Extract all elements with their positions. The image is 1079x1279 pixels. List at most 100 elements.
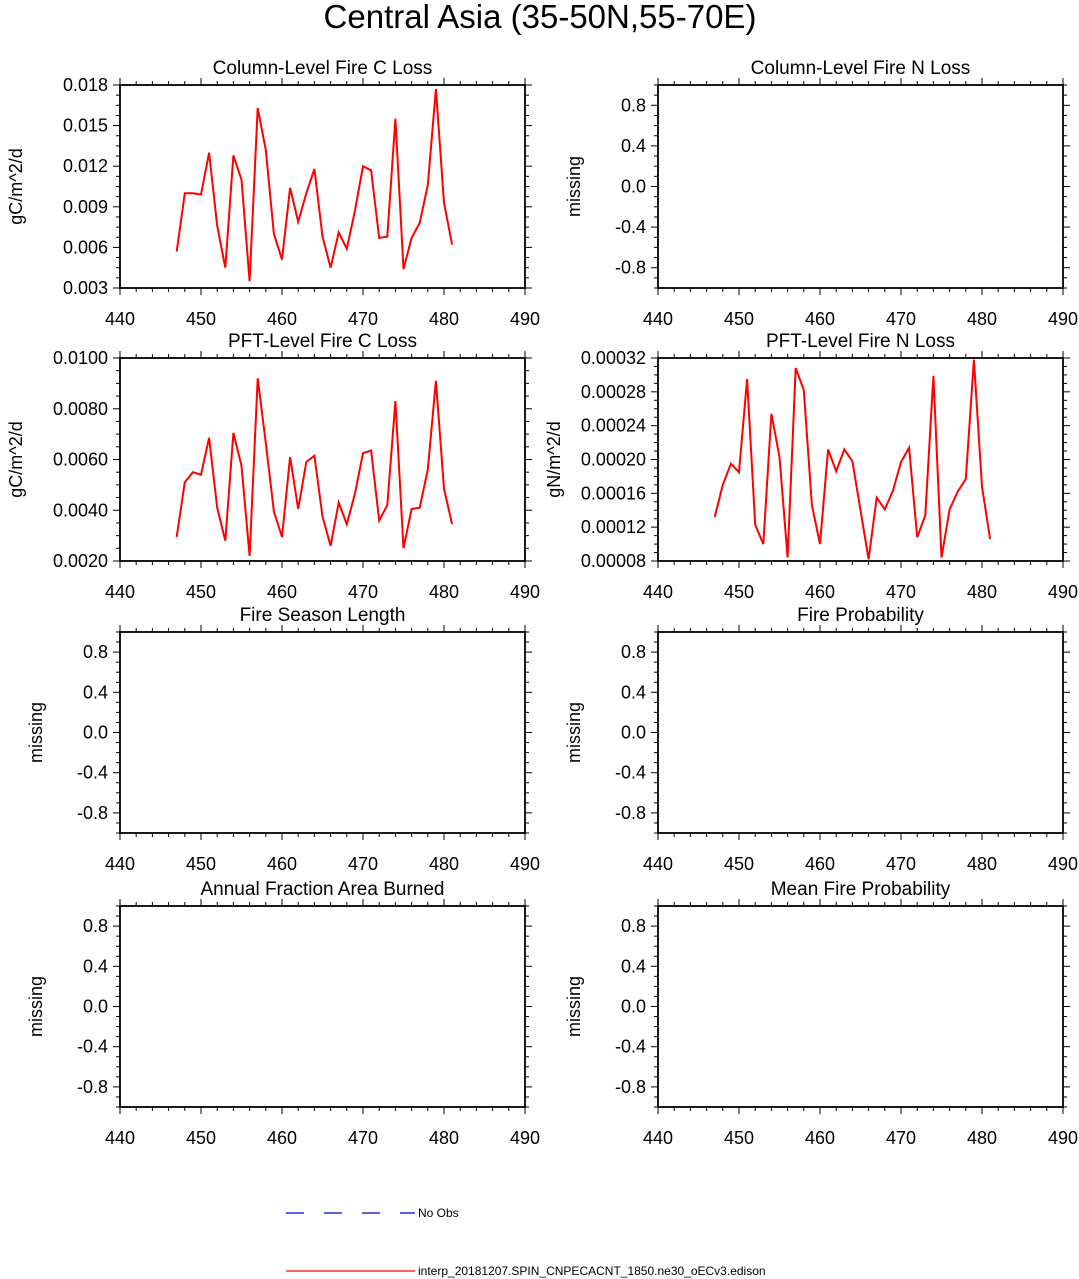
y-tick-label: 0.003 [63,278,108,298]
y-axis-label: gC/m^2/d [6,148,26,224]
y-tick-label: -0.8 [77,803,108,823]
x-tick-label: 470 [886,1128,916,1148]
panel-fire-season-length: 440 450 460 470 480 490 -0.8 -0.4 0.0 0.4 0.8 Fire … [26,605,540,874]
y-tick-label: 0.8 [621,916,646,936]
x-tick-label: 450 [186,1128,216,1148]
y-tick-label: -0.4 [615,217,646,237]
y-tick-label: 0.8 [83,642,108,662]
y-tick-label: 0.015 [63,116,108,136]
x-tick-label: 460 [805,854,835,874]
x-tick-label: 490 [510,582,540,602]
x-tick-label: 490 [510,1128,540,1148]
legend: No Obs interp_20181207.SPIN_CNPECACNT_18… [286,1206,766,1278]
y-tick-label: 0.00012 [581,517,646,537]
y-tick-label: 0.00032 [581,348,646,368]
panel-pft-level-fire-c-loss: 440 450 460 470 480 490 0.0020 0.0040 0.0060 0.00… [6,331,540,602]
y-tick-label: 0.00020 [581,450,646,470]
y-axis-label: missing [564,976,584,1037]
x-tick-label: 450 [724,1128,754,1148]
x-tick-label: 460 [267,854,297,874]
x-tick-label: 440 [643,1128,673,1148]
legend-label-model: interp_20181207.SPIN_CNPECACNT_1850.ne30… [418,1264,766,1278]
x-tick-label: 460 [805,309,835,329]
series-line [175,89,454,282]
panel-annual-fraction-area-burned: 440 450 460 470 480 490 -0.8 -0.4 0.0 0.4 0.8 Annua… [26,879,540,1148]
x-tick-label: 470 [348,582,378,602]
plot-frame [119,84,526,289]
x-tick-label: 440 [643,854,673,874]
x-tick-label: 440 [105,1128,135,1148]
y-tick-label: 0.009 [63,197,108,217]
x-tick-label: 480 [967,1128,997,1148]
y-tick-label: 0.0 [621,997,646,1017]
x-tick-label: 450 [724,854,754,874]
x-tick-label: 450 [186,582,216,602]
x-tick-label: 460 [267,309,297,329]
y-axis-label: missing [564,156,584,217]
x-tick-label: 470 [886,582,916,602]
chart-panels: 440 450 460 470 480 490 0.003 0.006 0.009 0.012 0.… [6,58,1078,1148]
x-tick-label: 480 [967,854,997,874]
y-axis-label: missing [564,702,584,763]
y-tick-label: 0.0 [621,723,646,743]
y-tick-label: -0.8 [77,1077,108,1097]
x-tick-label: 480 [429,582,459,602]
panel-title: Fire Season Length [240,605,406,626]
y-tick-label: 0.0040 [53,500,108,520]
x-tick-label: 490 [510,854,540,874]
x-tick-label: 480 [429,854,459,874]
y-tick-label: 0.4 [621,136,646,156]
x-tick-label: 440 [643,582,673,602]
x-tick-label: 490 [1048,854,1078,874]
y-tick-label: -0.4 [77,1037,108,1057]
y-tick-label: 0.0060 [53,450,108,470]
y-tick-label: -0.4 [615,763,646,783]
x-tick-label: 470 [886,309,916,329]
y-tick-label: 0.018 [63,75,108,95]
panel-title: Column-Level Fire C Loss [213,58,433,79]
series-line [175,378,454,556]
y-tick-label: -0.8 [615,1077,646,1097]
x-tick-label: 450 [186,854,216,874]
plot-frame [119,357,526,562]
plot-frame [657,84,1064,289]
x-tick-label: 480 [429,309,459,329]
y-tick-label: 0.006 [63,237,108,257]
x-tick-label: 460 [805,1128,835,1148]
x-tick-label: 460 [805,582,835,602]
x-tick-label: 440 [105,309,135,329]
plot-frame [657,357,1064,562]
panel-title: Fire Probability [797,605,924,626]
y-axis-label: missing [26,702,46,763]
x-tick-label: 470 [348,1128,378,1148]
x-tick-label: 440 [105,854,135,874]
x-tick-label: 440 [105,582,135,602]
x-tick-label: 440 [643,309,673,329]
y-tick-label: 0.00008 [581,551,646,571]
plot-frame [657,905,1064,1108]
y-tick-label: -0.8 [615,258,646,278]
x-tick-label: 460 [267,1128,297,1148]
x-tick-label: 450 [724,582,754,602]
panel-title: Mean Fire Probability [771,879,951,900]
y-tick-label: 0.00016 [581,483,646,503]
x-tick-label: 490 [1048,309,1078,329]
plot-frame [657,631,1064,834]
x-tick-label: 450 [724,309,754,329]
plot-frame [119,631,526,834]
y-tick-label: -0.8 [615,803,646,823]
panel-title: PFT-Level Fire C Loss [228,331,417,352]
y-tick-label: 0.0020 [53,551,108,571]
y-tick-label: 0.0100 [53,348,108,368]
x-tick-label: 480 [429,1128,459,1148]
x-tick-label: 490 [1048,1128,1078,1148]
y-tick-label: 0.0080 [53,399,108,419]
y-tick-label: -0.4 [77,763,108,783]
x-tick-label: 480 [967,582,997,602]
x-tick-label: 470 [348,309,378,329]
y-tick-label: 0.8 [621,642,646,662]
y-tick-label: 0.00024 [581,416,646,436]
plot-frame [119,905,526,1108]
y-tick-label: 0.8 [83,916,108,936]
